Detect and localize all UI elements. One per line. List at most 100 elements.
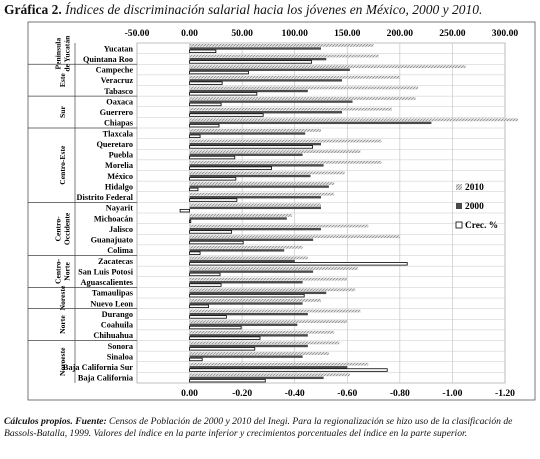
bar-crec [189,49,217,53]
region-label-group: Sur [58,106,67,118]
legend: 2010 2000 Crec. % [455,183,498,231]
region-label-group: Peninsula de Yucatán [54,35,72,72]
top-tick-label: 200.00 [387,28,414,39]
legend-swatch-crec [455,221,463,229]
region-label: de Yucatán [62,35,71,72]
bar-2000 [189,259,295,263]
bar-2010 [189,118,519,122]
bar-crec [189,92,258,96]
category-label: Coahuila [101,321,134,330]
region-label: Centro-Este [58,145,67,185]
legend-label: 2000 [465,202,484,212]
region-label-group: Centro- Occidente [54,212,72,245]
category-label: Nuevo Leon [90,299,133,308]
bar-2010 [189,224,369,228]
legend-label: 2010 [465,183,484,193]
bar-2010 [189,139,382,143]
bar-2000 [189,312,308,316]
bar-crec [189,134,201,138]
bar-2000 [189,185,329,188]
bar-2000 [189,89,308,93]
bar-2010 [189,214,293,217]
bar-2000 [189,249,285,252]
bottom-tick-label: 0.00 [181,388,198,399]
category-label: Sonora [108,342,134,351]
bottom-tick-label: -0.40 [285,388,305,399]
chart-title-label: Gráfica 2. [4,2,62,17]
bar-2000 [189,238,314,241]
bottom-tick-label: -0.60 [337,388,357,399]
legend-label: Crec. % [465,221,498,231]
category-label: Colima [107,246,134,255]
region-label-group: Norte [58,315,67,334]
bar-2010 [189,256,308,260]
bar-2000 [189,132,306,135]
bar-crec [189,230,233,234]
bar-2010 [189,373,350,377]
bar-2000 [189,196,321,199]
bar-2010 [189,245,303,249]
bar-2000 [189,302,303,305]
region-label-group: Noroeste [58,347,67,376]
bar-crec [189,272,221,277]
category-label: Tlaxcala [103,129,134,138]
category-label: Baja California [78,374,134,383]
bar-crec [189,113,264,117]
bar-crec [189,166,272,170]
category-label: Guanajuato [91,236,133,245]
bar-crec [189,357,203,362]
category-label: Hidalgo [105,182,133,191]
bar-2000 [189,142,321,146]
category-label: Zacatecas [98,257,134,266]
bar-crec [189,60,312,64]
bar-crec [189,378,266,383]
bar-2010 [189,160,382,164]
top-tick-label: 50.00 [231,28,253,39]
bar-2000 [189,153,303,156]
category-label: Chiapas [104,119,134,128]
bar-2010 [189,362,369,366]
category-label: Durango [102,310,133,319]
footnote-prefix: Cálculos propios. [4,416,73,427]
bar-crec [189,283,222,287]
bar-2010 [189,86,419,90]
bar-2000 [189,366,348,369]
chart-title-text: Índices de discriminación salarial hacia… [65,2,483,17]
bar-crec [189,187,199,192]
category-label: Campeche [96,66,134,75]
region-label-group: Noreste [58,285,67,310]
bar-2000 [189,111,343,114]
bar-2000 [189,291,327,295]
bar-crec [189,325,242,330]
bar-2010 [189,54,379,58]
bar-crec [189,336,261,340]
bar-2010 [189,309,361,313]
bar-2000 [189,57,327,61]
category-label: Guerrero [100,108,133,117]
bar-2010 [189,341,340,345]
bar-2010 [189,330,335,334]
legend-swatch-2010 [456,184,462,190]
bar-2000 [189,79,343,82]
bar-2000 [189,281,303,284]
region-label: Centro- [54,216,63,242]
top-tick-label: 250.00 [439,28,466,39]
bar-2000 [189,355,303,358]
bar-2010 [189,97,416,100]
bar-crec [189,102,222,107]
bar-crec [189,145,313,149]
bar-2010 [189,171,345,175]
legend-swatch-2000 [456,203,462,209]
bar-crec [179,208,190,213]
category-label: Nayarit [106,204,133,213]
category-label: Yucatan [104,44,134,53]
bar-crec [189,293,305,298]
category-label: Veracruz [101,76,134,85]
category-label: Jalisco [109,225,133,234]
bar-2010 [189,150,361,154]
bar-2000 [189,376,324,380]
bar-2010 [189,352,329,355]
bar-2000 [189,334,308,337]
